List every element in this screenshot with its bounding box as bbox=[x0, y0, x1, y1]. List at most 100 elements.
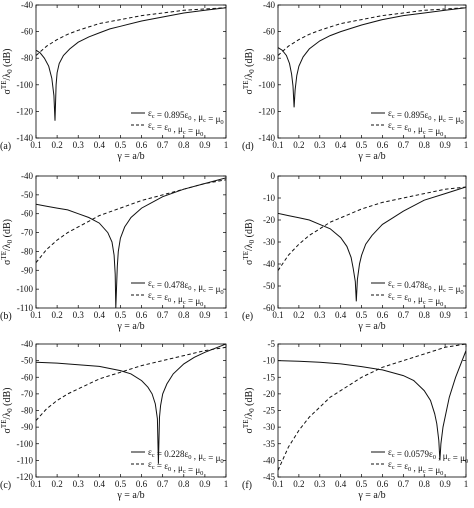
panel-label: (b) bbox=[0, 311, 12, 322]
y-tick-label: 0 bbox=[271, 171, 276, 181]
series-line-reference bbox=[36, 346, 226, 421]
x-axis-label: γ = a/b bbox=[116, 151, 144, 162]
x-tick-label: 0.2 bbox=[293, 479, 304, 489]
x-tick-label: 0.1 bbox=[30, 479, 41, 489]
x-tick-label: 0.7 bbox=[157, 310, 169, 320]
y-tick-label: -100 bbox=[17, 80, 34, 90]
chart-panel: 0.1 0.2 0.3 0.4 0.5 0.6 0.7 0.8 0.9 1 -45 -40 -35 -30… bbox=[242, 339, 468, 501]
x-tick-label: 0.5 bbox=[356, 479, 368, 489]
x-tick-label: 0.2 bbox=[51, 479, 62, 489]
x-tick-label: 0.7 bbox=[398, 310, 410, 320]
y-tick-label: -45 bbox=[263, 472, 275, 482]
x-tick-label: 0.2 bbox=[51, 310, 62, 320]
y-tick-label: -70 bbox=[21, 228, 33, 238]
y-tick-label: -90 bbox=[21, 265, 33, 275]
y-tick-label: -40 bbox=[21, 171, 33, 181]
x-tick-label: 0.9 bbox=[439, 310, 451, 320]
y-tick-label: -25 bbox=[263, 406, 275, 416]
y-tick-label: -100 bbox=[17, 439, 34, 449]
legend-label: εc = ε0 , μc = μ0 bbox=[388, 290, 443, 308]
y-tick-label: -20 bbox=[263, 389, 275, 399]
y-tick-label: -50 bbox=[21, 356, 33, 366]
x-tick-label: 1 bbox=[464, 479, 469, 489]
y-axis-label: σTE/λ0 (dB) bbox=[0, 388, 14, 434]
y-tick-label: -10 bbox=[263, 356, 275, 366]
x-tick-label: 0.6 bbox=[136, 310, 148, 320]
y-tick-label: -140 bbox=[17, 133, 34, 143]
y-tick-label: -40 bbox=[263, 455, 275, 465]
x-tick-label: 0.8 bbox=[419, 479, 431, 489]
x-axis-label: γ = a/b bbox=[357, 321, 385, 332]
y-axis-label: σTE/λ0 (dB) bbox=[242, 49, 256, 95]
x-tick-label: 0.8 bbox=[419, 140, 431, 150]
y-tick-label: -60 bbox=[263, 303, 275, 313]
x-tick-label: 0.4 bbox=[335, 140, 347, 150]
y-tick-label: -50 bbox=[263, 281, 275, 291]
series-line-reference bbox=[36, 179, 226, 264]
x-tick-label: 0.4 bbox=[94, 140, 106, 150]
x-axis-label: γ = a/b bbox=[357, 151, 385, 162]
y-tick-label: -80 bbox=[263, 53, 275, 63]
x-tick-label: 0.2 bbox=[51, 140, 62, 150]
x-tick-label: 0.2 bbox=[293, 310, 304, 320]
series-line-reference bbox=[278, 344, 466, 471]
legend-label: εc = 0.478ε0 , μc = μ0 bbox=[148, 278, 224, 296]
y-tick-label: -100 bbox=[259, 80, 276, 90]
x-tick-label: 0.5 bbox=[115, 479, 127, 489]
panel-label: (a) bbox=[0, 141, 11, 152]
chart-panel: 0.1 0.2 0.3 0.4 0.5 0.6 0.7 0.8 0.9 1 -140 -120 -100… bbox=[242, 0, 468, 162]
y-tick-label: -80 bbox=[21, 246, 33, 256]
x-tick-label: 0.4 bbox=[94, 310, 106, 320]
y-tick-label: -60 bbox=[21, 209, 33, 219]
panel-label: (c) bbox=[0, 480, 11, 491]
y-tick-label: -40 bbox=[263, 0, 275, 10]
x-tick-label: 0.7 bbox=[157, 140, 169, 150]
y-tick-label: -20 bbox=[263, 215, 275, 225]
x-axis-label: γ = a/b bbox=[116, 490, 144, 501]
y-tick-label: -140 bbox=[259, 133, 276, 143]
x-tick-label: 0.7 bbox=[398, 140, 410, 150]
x-tick-label: 0.3 bbox=[314, 310, 326, 320]
legend-label: εc = 0.895ε0 , μc = μ0 bbox=[388, 108, 464, 126]
y-tick-label: -15 bbox=[263, 372, 275, 382]
series-line-reference bbox=[36, 7, 226, 56]
y-tick-label: -80 bbox=[21, 406, 33, 416]
x-tick-label: 1 bbox=[224, 310, 229, 320]
x-axis-label: γ = a/b bbox=[357, 490, 385, 501]
legend-label: εc = ε0 , μc = μ0 bbox=[148, 290, 203, 308]
y-tick-label: -40 bbox=[263, 259, 275, 269]
x-tick-label: 0.6 bbox=[377, 310, 389, 320]
y-tick-label: -70 bbox=[21, 389, 33, 399]
y-tick-label: -40 bbox=[21, 0, 33, 10]
x-tick-label: 0.5 bbox=[115, 140, 127, 150]
x-tick-label: 0.8 bbox=[178, 479, 190, 489]
x-tick-label: 0.2 bbox=[293, 140, 304, 150]
panel-label: (f) bbox=[242, 480, 252, 491]
panel-label: (d) bbox=[242, 141, 254, 152]
x-tick-label: 0.1 bbox=[272, 479, 283, 489]
y-tick-label: -35 bbox=[263, 439, 275, 449]
series-line-reference bbox=[278, 7, 466, 56]
x-tick-label: 0.7 bbox=[398, 479, 410, 489]
x-tick-label: 0.3 bbox=[314, 140, 326, 150]
plot-frame bbox=[35, 175, 227, 309]
x-tick-label: 0.1 bbox=[30, 140, 41, 150]
x-tick-label: 1 bbox=[224, 479, 229, 489]
x-tick-label: 0.3 bbox=[73, 140, 85, 150]
series-line-main bbox=[36, 7, 226, 121]
x-tick-label: 0.5 bbox=[356, 310, 368, 320]
y-axis-label: σTE/λ0 (dB) bbox=[0, 49, 14, 95]
x-tick-label: 0.4 bbox=[335, 310, 347, 320]
chart-panel: 0.1 0.2 0.3 0.4 0.5 0.6 0.7 0.8 0.9 1 -110 -100 -90 -… bbox=[0, 171, 228, 332]
legend-label: εc = 0.228ε0 , μc = μ0 bbox=[148, 447, 224, 465]
series-line-main bbox=[278, 7, 466, 108]
y-tick-label: -120 bbox=[259, 106, 276, 116]
series-line-main bbox=[36, 177, 226, 308]
legend-label: εc = ε0 , μc = μ0 bbox=[388, 120, 443, 138]
x-tick-label: 0.8 bbox=[419, 310, 431, 320]
y-tick-label: -10 bbox=[263, 193, 275, 203]
y-axis-label: σTE/λ0 (dB) bbox=[242, 219, 256, 265]
x-tick-label: 0.7 bbox=[157, 479, 169, 489]
x-tick-label: 0.9 bbox=[199, 310, 211, 320]
